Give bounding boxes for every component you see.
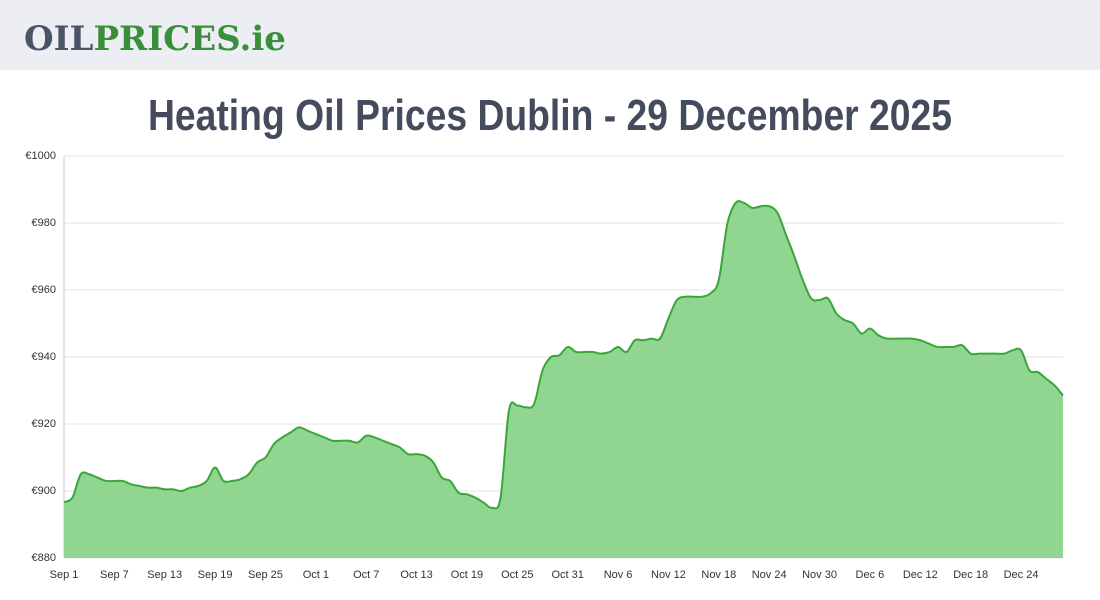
area-fill xyxy=(64,201,1063,559)
y-tick-label: €960 xyxy=(32,284,56,296)
x-tick-label: Oct 19 xyxy=(451,569,483,581)
x-tick-label: Nov 12 xyxy=(651,569,686,581)
x-tick-label: Oct 7 xyxy=(353,569,379,581)
y-tick-label: €900 xyxy=(32,485,56,497)
chart-title: Heating Oil Prices Dublin - 29 December … xyxy=(148,91,952,140)
y-tick-label: €880 xyxy=(32,552,56,564)
logo[interactable]: OILPRICES.ie xyxy=(24,19,286,59)
x-tick-label: Dec 6 xyxy=(856,569,885,581)
x-tick-label: Sep 7 xyxy=(100,569,129,581)
x-tick-label: Oct 25 xyxy=(501,569,533,581)
y-tick-label: €1000 xyxy=(25,150,56,162)
x-tick-label: Dec 12 xyxy=(903,569,938,581)
x-tick-label: Oct 1 xyxy=(303,569,329,581)
x-tick-label: Oct 13 xyxy=(400,569,432,581)
y-tick-label: €920 xyxy=(32,418,56,430)
x-tick-label: Nov 30 xyxy=(802,569,837,581)
x-tick-label: Nov 18 xyxy=(701,569,736,581)
y-tick-label: €940 xyxy=(32,351,56,363)
x-tick-label: Sep 25 xyxy=(248,569,283,581)
x-tick-label: Sep 13 xyxy=(147,569,182,581)
x-tick-label: Nov 6 xyxy=(604,569,633,581)
x-tick-label: Sep 19 xyxy=(198,569,233,581)
x-tick-label: Sep 1 xyxy=(50,569,79,581)
y-tick-label: €980 xyxy=(32,217,56,229)
x-tick-label: Dec 18 xyxy=(953,569,988,581)
x-tick-label: Oct 31 xyxy=(551,569,583,581)
logo-part: OIL xyxy=(24,19,94,59)
price-line xyxy=(63,200,1064,510)
x-tick-label: Nov 24 xyxy=(752,569,787,581)
logo-part: PRICES.ie xyxy=(93,19,285,59)
x-tick-label: Dec 24 xyxy=(1004,569,1039,581)
header-bar xyxy=(0,0,1100,70)
